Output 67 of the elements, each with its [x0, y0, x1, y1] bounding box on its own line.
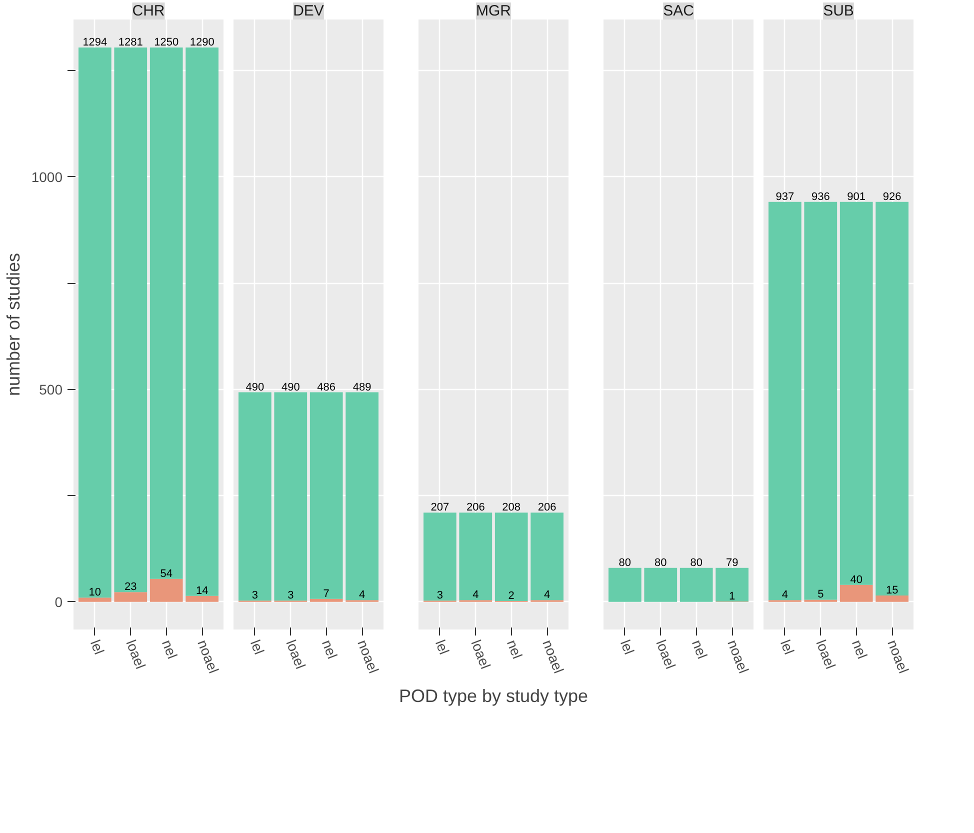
data-label: 4: [544, 589, 550, 602]
x-tick-label: loael: [283, 638, 309, 671]
data-label: 208: [502, 502, 521, 514]
data-label: 3: [436, 590, 443, 602]
data-label: 1294: [82, 36, 108, 49]
data-label: 486: [317, 381, 336, 394]
chart-title: MGR: [476, 2, 512, 20]
data-label: 80: [654, 556, 667, 569]
chart-title: SUB: [823, 2, 854, 20]
x-tick-label: lel: [87, 638, 108, 656]
x-tick-label: loael: [813, 638, 839, 671]
data-label: 15: [886, 584, 898, 596]
data-label: 80: [690, 556, 702, 569]
y-tick-label: 500: [39, 381, 63, 398]
data-label: 926: [882, 190, 902, 203]
data-label: 1290: [190, 36, 214, 49]
data-label: 10: [88, 586, 102, 599]
x-tick-label: nel: [688, 638, 711, 661]
x-tick-label: nel: [504, 638, 526, 661]
data-label: 206: [538, 502, 556, 514]
x-tick-label: noael: [194, 638, 222, 676]
data-label: 206: [466, 502, 485, 514]
data-label: 936: [811, 190, 830, 203]
x-tick-label: nel: [318, 638, 341, 661]
data-label: 490: [246, 381, 264, 394]
data-label: 937: [776, 190, 794, 203]
data-label: 4: [782, 589, 788, 602]
data-label: 54: [160, 568, 172, 580]
chart-title: CHR: [132, 2, 165, 20]
data-label: 3: [288, 590, 294, 602]
y-axis-title: number of studies: [3, 252, 24, 396]
data-label: 5: [818, 588, 824, 601]
data-label: 207: [430, 502, 450, 514]
x-tick-label: loael: [653, 638, 679, 671]
x-tick-label: noael: [354, 638, 382, 676]
data-label: 80: [618, 556, 632, 569]
x-tick-label: lel: [617, 638, 638, 656]
data-label: 40: [850, 574, 862, 586]
data-label: 3: [252, 590, 258, 602]
y-tick-label: 1000: [31, 168, 63, 185]
data-label: 1: [729, 590, 736, 602]
chart-title: DEV: [293, 2, 324, 20]
x-tick-label: nel: [158, 638, 181, 661]
x-tick-label: nel: [848, 638, 871, 661]
x-axis-title: POD type by study type: [398, 686, 588, 706]
data-label: 489: [352, 381, 372, 394]
data-label: 7: [323, 588, 330, 600]
x-tick-label: noael: [540, 638, 567, 676]
data-label: 1250: [154, 36, 179, 49]
data-label: 490: [281, 381, 300, 394]
x-tick-label: loael: [123, 638, 149, 671]
data-label: 4: [359, 589, 366, 602]
x-tick-label: noael: [884, 638, 912, 676]
data-label: 1281: [118, 36, 143, 49]
data-label: 4: [472, 589, 479, 602]
data-label: 901: [847, 190, 866, 203]
chart-title: SAC: [663, 2, 694, 20]
x-tick-label: lel: [247, 638, 268, 656]
data-label: 79: [726, 556, 738, 569]
x-tick-label: loael: [468, 638, 494, 671]
y-tick-label: 0: [54, 594, 63, 610]
data-label: 14: [196, 584, 208, 597]
x-tick-label: lel: [777, 638, 798, 656]
data-label: 2: [508, 590, 514, 602]
data-label: 23: [124, 581, 137, 594]
x-tick-label: noael: [724, 638, 752, 676]
x-tick-label: lel: [432, 638, 452, 656]
